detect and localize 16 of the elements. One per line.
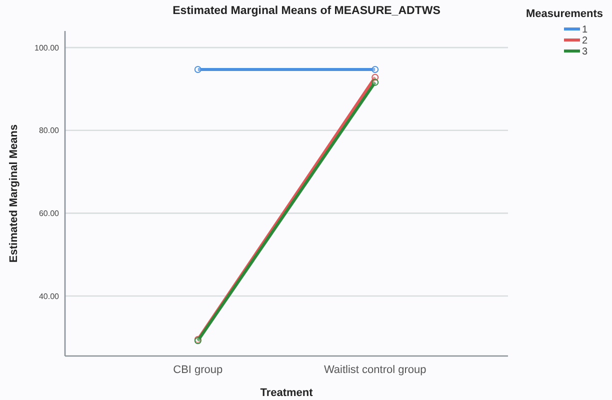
x-tick-label: Waitlist control group: [324, 364, 426, 376]
x-axis-title: Treatment: [260, 387, 314, 399]
x-tick-label: CBI group: [173, 364, 223, 376]
legend-label: 2: [582, 36, 588, 46]
legend-label: 1: [582, 24, 588, 36]
point: [194, 66, 202, 74]
y-tick-label: 40.00: [38, 292, 60, 301]
chart-title: Estimated Marginal Means of MEASURE_ADTWS: [172, 5, 441, 17]
point: [372, 66, 379, 74]
y-tick-label: 80.00: [38, 126, 60, 136]
legend-title: Measurements: [526, 8, 604, 20]
y-tick-label: 100.00: [34, 43, 60, 52]
y-tick-label: 60.00: [38, 208, 60, 218]
legend-label: 3: [582, 46, 588, 58]
y-axis-title: Estimated Marginal Means: [8, 124, 20, 263]
point: [372, 78, 379, 86]
